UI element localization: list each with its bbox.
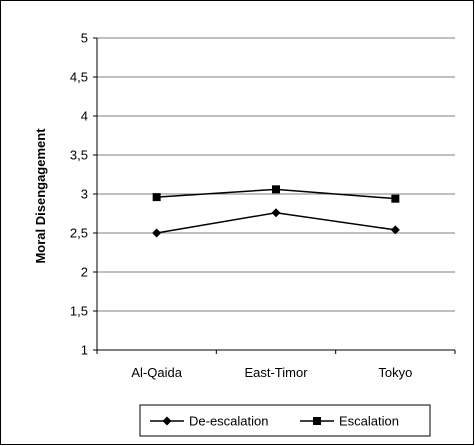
gridlines (97, 37, 455, 312)
y-tick-label-3: 2,5 (70, 226, 88, 241)
data-point-1-2 (391, 194, 400, 203)
y-axis-label: Moral Disengagement (33, 128, 48, 264)
y-tick-label-2: 2 (81, 265, 88, 280)
legend: De-escalation Escalation (139, 404, 431, 437)
y-ticks: 1 1,5 2 2,5 3 3,5 4 4,5 5 (70, 31, 97, 358)
series-de-escalation (152, 208, 400, 238)
x-tick-label-2: Tokyo (378, 365, 412, 380)
legend-marker-1 (313, 417, 321, 425)
y-tick-label-7: 4,5 (70, 70, 88, 85)
data-point-0-1 (271, 208, 281, 218)
x-tick-label-0: Al-Qaida (131, 365, 182, 380)
legend-label-0: De-escalation (189, 414, 269, 429)
series (152, 185, 400, 238)
data-point-0-2 (390, 225, 400, 235)
x-ticks: Al-Qaida East-Timor Tokyo (96, 350, 456, 380)
x-tick-label-1: East-Timor (244, 365, 308, 380)
legend-marker-0 (162, 416, 172, 426)
y-tick-label-4: 3 (81, 187, 88, 202)
y-tick-label-1: 1,5 (70, 304, 88, 319)
legend-box (139, 404, 431, 437)
data-point-1-1 (272, 185, 280, 194)
series-escalation (152, 185, 400, 203)
data-point-1-0 (152, 193, 161, 202)
legend-label-1: Escalation (339, 414, 399, 429)
y-tick-label-8: 5 (81, 31, 88, 46)
data-point-0-0 (152, 228, 162, 238)
y-tick-label-5: 3,5 (70, 148, 88, 163)
y-tick-label-6: 4 (81, 109, 88, 124)
y-tick-label-0: 1 (81, 343, 88, 358)
